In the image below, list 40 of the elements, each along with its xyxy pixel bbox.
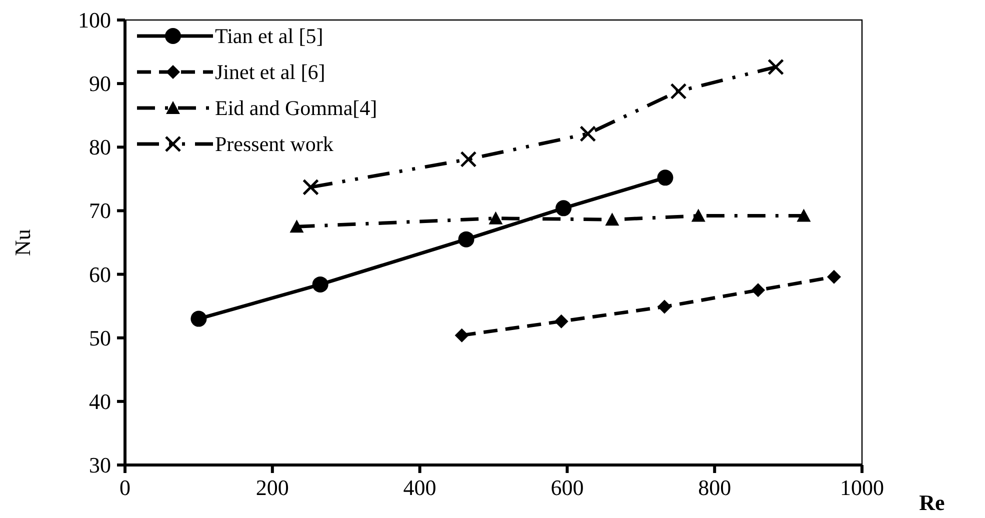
y-tick-label: 100 bbox=[78, 8, 111, 32]
legend-label: Tian et al [5] bbox=[215, 24, 324, 48]
x-tick-label: 400 bbox=[403, 475, 436, 500]
point bbox=[190, 310, 207, 327]
y-tick-label: 30 bbox=[89, 452, 111, 478]
point bbox=[580, 126, 596, 142]
point bbox=[796, 208, 811, 222]
point bbox=[488, 211, 503, 224]
point bbox=[751, 283, 766, 298]
point bbox=[670, 82, 687, 100]
y-tick-label: 50 bbox=[89, 325, 111, 350]
point bbox=[605, 212, 620, 226]
point bbox=[657, 170, 674, 186]
y-tick-label: 40 bbox=[89, 388, 111, 414]
point bbox=[302, 178, 319, 196]
point bbox=[460, 150, 477, 168]
y-axis-title: Nu bbox=[10, 229, 35, 256]
y-tick-label: 80 bbox=[89, 134, 111, 160]
point bbox=[458, 231, 474, 248]
point bbox=[556, 200, 572, 216]
legend-label: Jinet et al [6] bbox=[215, 60, 326, 84]
y-tick-label: 90 bbox=[89, 71, 111, 96]
y-tick-label: 70 bbox=[89, 198, 111, 224]
point bbox=[312, 276, 328, 292]
point bbox=[554, 314, 568, 328]
point bbox=[768, 58, 784, 76]
y-tick-label: 60 bbox=[89, 262, 111, 287]
x-tick-label: 0 bbox=[120, 475, 130, 500]
point bbox=[826, 270, 841, 284]
x-tick-label: 1000 bbox=[840, 475, 884, 500]
point bbox=[290, 220, 304, 233]
x-tick-label: 800 bbox=[698, 475, 732, 500]
point bbox=[657, 300, 672, 314]
point bbox=[691, 208, 706, 222]
x-tick-label: 200 bbox=[256, 475, 289, 500]
x-axis-title: Re bbox=[919, 490, 946, 515]
point bbox=[454, 328, 469, 342]
legend-label: Eid and Gomma[4] bbox=[215, 96, 378, 120]
legend-label: Pressent work bbox=[215, 132, 334, 156]
x-tick-label: 600 bbox=[550, 475, 584, 500]
